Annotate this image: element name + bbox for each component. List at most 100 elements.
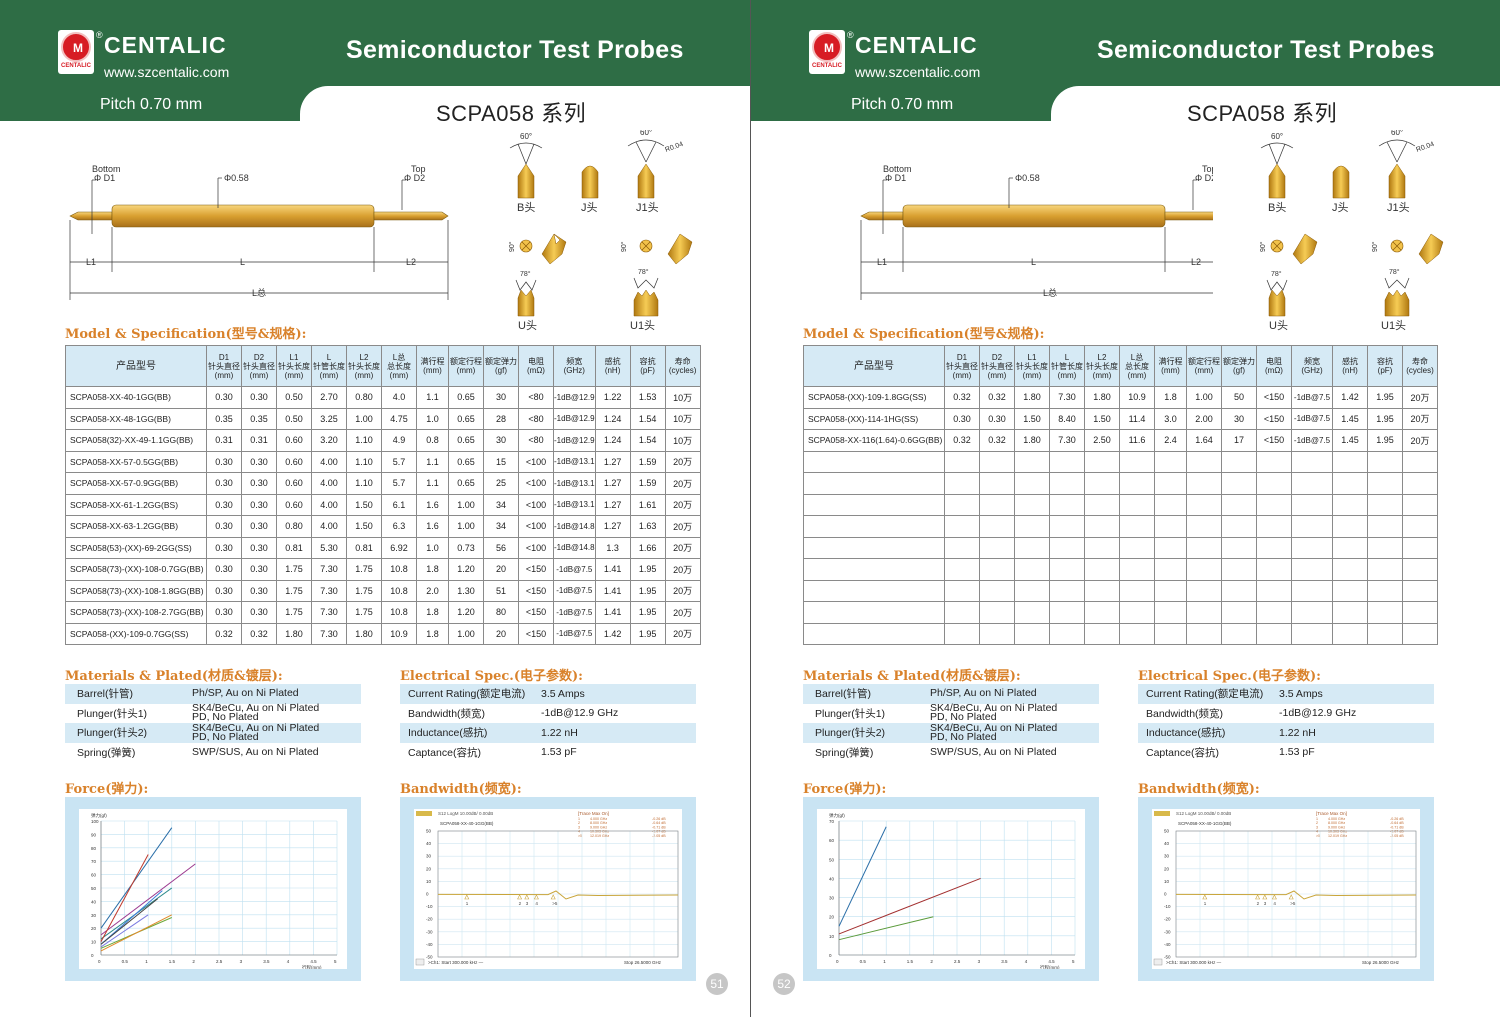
y-tick-label: -20 [426, 917, 433, 922]
spec-cell: 10.9 [1119, 386, 1155, 409]
spec-cell: 10.8 [381, 579, 417, 602]
column-header: D1 针头直径 (mm) [206, 345, 242, 387]
y-tick-label: 40 [829, 876, 835, 881]
l1-label: L1 [877, 257, 887, 267]
website-link[interactable]: www.szcentalic.com [104, 64, 230, 80]
spec-cell: 0.30 [206, 558, 242, 581]
spec-cell: 0.30 [206, 493, 242, 516]
top-label: Top [1202, 164, 1213, 174]
spec-cell [1049, 450, 1085, 473]
marker-triangle-icon [524, 894, 530, 900]
spec-cell [1119, 472, 1155, 495]
spec-cell [944, 579, 980, 602]
marker-number: 4 [1273, 901, 1276, 906]
section-force: Force(弹力): [65, 782, 149, 797]
spec-cell [1402, 472, 1438, 495]
part-number-cell: SCPA058(53)-(XX)-69-2GG(SS) [65, 536, 207, 559]
spec-cell: -1dB@12.9 [553, 429, 596, 452]
column-header: D2 针头直径 (mm) [979, 345, 1015, 387]
spec-cell: 10.8 [381, 601, 417, 624]
spec-cell: 0.30 [979, 407, 1015, 430]
table-row: SCPA058-XX-57-0.9GG(BB) 0.30 0.30 0.60 4.00 1… [65, 472, 701, 495]
spec-cell: 1.50 [1014, 407, 1050, 430]
plot-frame [1175, 830, 1417, 958]
column-header: D2 针头直径 (mm) [241, 345, 277, 387]
spec-cell [1186, 579, 1222, 602]
svg-text:60°: 60° [640, 130, 652, 137]
spec-cell: 4.9 [381, 429, 417, 452]
spec-cell [1186, 558, 1222, 581]
spec-cell [944, 472, 980, 495]
spec-cell: 10.9 [381, 622, 417, 645]
spec-cell: -1dB@12.9 [553, 407, 596, 430]
marker-number: 3 [1264, 901, 1267, 906]
spec-cell: 0.80 [276, 515, 312, 538]
spec-cell [1291, 536, 1333, 559]
website-link[interactable]: www.szcentalic.com [855, 64, 981, 80]
y-tick-label: 40 [1164, 841, 1170, 846]
marker-triangle-icon [464, 894, 470, 900]
spec-cell [1367, 515, 1403, 538]
j-tip-icon: J头 [581, 165, 599, 214]
spec-cell [1084, 601, 1120, 624]
spec-cell [1332, 622, 1368, 645]
spec-cell [1049, 579, 1085, 602]
top-d-label: Φ D2 [1195, 173, 1213, 183]
marker-id: 3 [1316, 825, 1318, 829]
registered-mark: ® [96, 30, 103, 40]
spec-cell [1186, 472, 1222, 495]
spec-cell: 1.27 [594, 493, 631, 516]
spec-cell: 1.6 [416, 515, 449, 538]
y-tick-label: -10 [1164, 904, 1171, 909]
spec-cell [1291, 579, 1333, 602]
j1-tip-icon: 60° R0.04 J1头 [627, 128, 684, 214]
svg-text:78°: 78° [638, 268, 649, 276]
spec-cell: 0.31 [241, 429, 277, 452]
spec-cell: <150 [518, 579, 554, 602]
spec-cell: 11.4 [1119, 407, 1155, 430]
marker-triangle-icon [517, 894, 523, 900]
spec-cell [1221, 493, 1257, 516]
spec-cell: 20万 [664, 601, 701, 624]
part-number-cell: SCPA058-XX-40-1GG(BB) [65, 386, 207, 409]
marker-frequency: 8.000 GHz [1328, 821, 1345, 825]
spec-cell: <150 [1256, 386, 1292, 409]
spec-cell: 1.50 [346, 493, 382, 516]
trace-header: S12 LogM 10.00dB/ 0.00dB [438, 811, 493, 816]
spec-table-left: 产品型号 D1 针头直径 (mm) D2 针头直径 (mm) L1 针头长度 (mm) L 针管长度(… [65, 345, 701, 645]
spec-cell: 80 [483, 601, 519, 624]
spec-cell: 0.30 [241, 579, 277, 602]
spec-cell [944, 601, 980, 624]
spec-cell: 0.30 [241, 450, 277, 473]
spec-cell: 1.20 [448, 601, 484, 624]
spec-cell: 20万 [664, 536, 701, 559]
u1-tip-label: U1头 [1381, 319, 1406, 332]
column-header: 容抗 (pF) [629, 345, 666, 387]
marker-number: >5 [1290, 901, 1296, 906]
page-number-right: 52 [773, 973, 795, 995]
spec-cell: 1.95 [629, 601, 666, 624]
spec-cell [1084, 450, 1120, 473]
spec-cell: 0.73 [448, 536, 484, 559]
table-row: SCPA058(73)-(XX)-108-2.7GG(BB) 0.30 0.30 1.… [65, 601, 701, 624]
x-tick-label: 0.5 [122, 959, 129, 964]
spec-cell: 0.81 [346, 536, 382, 559]
table-row [803, 450, 1438, 473]
x-tick-label: 3 [978, 959, 981, 964]
x-tick-label: 4 [287, 959, 290, 964]
trace-label: SCPA058-XX-40-1GG(BB) [440, 821, 494, 826]
spec-cell [1256, 601, 1292, 624]
spec-cell: 4.00 [311, 450, 347, 473]
force-chart-left: 0 0.5 1 1.5 2 2.5 3 3.5 4 4.5 5 0 10 20 30 40 50 60 70 80 90… [65, 797, 361, 981]
y-tick-label: 80 [91, 846, 97, 851]
spec-cell [1119, 601, 1155, 624]
marker-id: 3 [578, 825, 580, 829]
y-tick-label: 10 [829, 934, 835, 939]
y-tick-label: 30 [426, 854, 432, 859]
spec-cell: -1dB@7.5 [553, 622, 596, 645]
marker-value: -2.05 dB [1390, 834, 1404, 838]
marker-frequency: 4.000 GHz [590, 817, 607, 821]
x-tick-label: 0 [98, 959, 101, 964]
spec-cell: 1.95 [1367, 429, 1403, 452]
spec-cell: 30 [483, 429, 519, 452]
